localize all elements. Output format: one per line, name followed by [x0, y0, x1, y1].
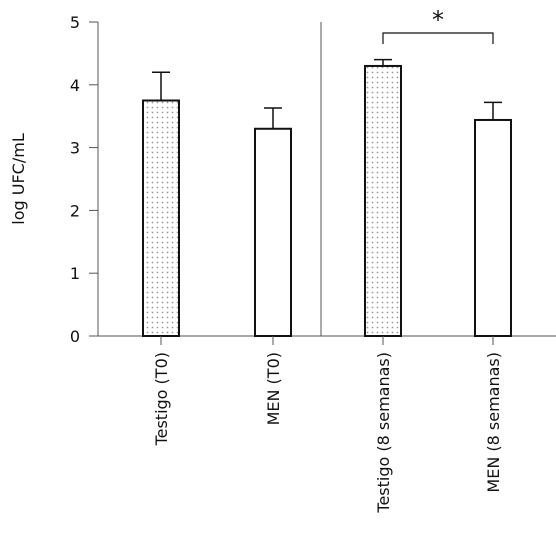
y-tick-label-1: 1 [70, 264, 80, 283]
y-tick-label-3: 3 [70, 139, 80, 158]
y-ticks: 0 1 2 3 4 5 [70, 13, 98, 346]
error-bar-0 [152, 71, 170, 101]
error-bar-1 [264, 107, 282, 129]
y-axis-label: log UFC/mL [9, 133, 28, 225]
bar-2 [364, 64, 402, 338]
x-tick-label-1: MEN (T0) [264, 352, 283, 425]
significance-marker: * [432, 6, 444, 34]
bar-1 [254, 127, 292, 337]
significance-line [382, 32, 494, 44]
x-tick-labels: Testigo (T0) MEN (T0) Testigo (8 semanas) M… [152, 336, 503, 514]
significance-bracket: * [382, 6, 494, 44]
bars [142, 64, 512, 338]
x-tick-label-2: Testigo (8 semanas) [374, 352, 393, 514]
error-bars [152, 58, 502, 129]
bar-3 [474, 118, 512, 337]
y-tick-label-2: 2 [70, 201, 80, 220]
error-bar-3 [484, 101, 502, 120]
x-tick-label-3: MEN (8 semanas) [484, 352, 503, 493]
x-tick-label-0: Testigo (T0) [152, 352, 171, 446]
y-tick-label-0: 0 [70, 327, 80, 346]
bar-0 [142, 99, 180, 337]
y-tick-label-4: 4 [70, 76, 80, 95]
y-tick-label-5: 5 [70, 13, 80, 32]
error-bar-2 [374, 58, 392, 66]
